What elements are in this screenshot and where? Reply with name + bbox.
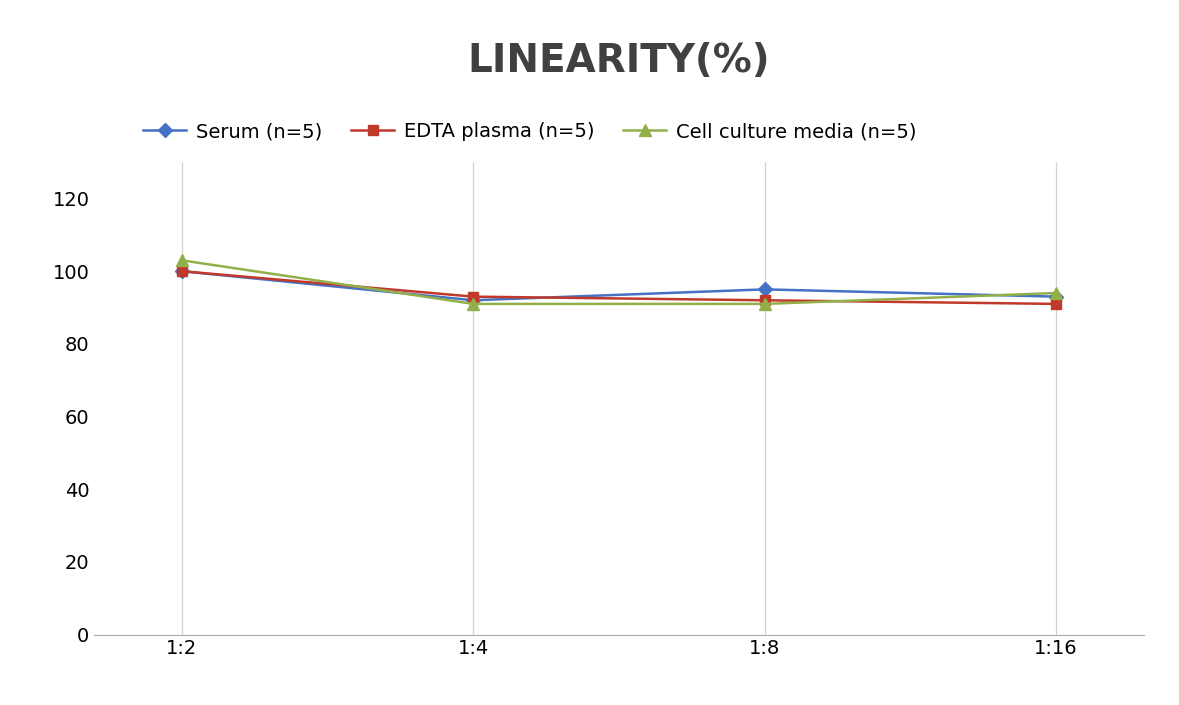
Legend: Serum (n=5), EDTA plasma (n=5), Cell culture media (n=5): Serum (n=5), EDTA plasma (n=5), Cell cul… — [136, 114, 924, 149]
Serum (n=5) — [174, 267, 189, 276]
EDTA plasma (n=5) — [174, 267, 189, 276]
Cell culture media (n=5) — [1049, 289, 1063, 298]
EDTA plasma (n=5) — [466, 293, 480, 301]
EDTA plasma (n=5) — [1049, 300, 1063, 308]
Serum (n=5) — [1049, 293, 1063, 301]
Line: Serum (n=5): Serum (n=5) — [177, 266, 1061, 305]
Cell culture media (n=5) — [466, 300, 480, 308]
Cell culture media (n=5) — [174, 256, 189, 264]
EDTA plasma (n=5) — [758, 296, 772, 305]
Serum (n=5) — [758, 285, 772, 293]
Cell culture media (n=5) — [758, 300, 772, 308]
Line: EDTA plasma (n=5): EDTA plasma (n=5) — [177, 266, 1061, 309]
Serum (n=5) — [466, 296, 480, 305]
Text: LINEARITY(%): LINEARITY(%) — [468, 42, 770, 80]
Line: Cell culture media (n=5): Cell culture media (n=5) — [176, 255, 1062, 309]
